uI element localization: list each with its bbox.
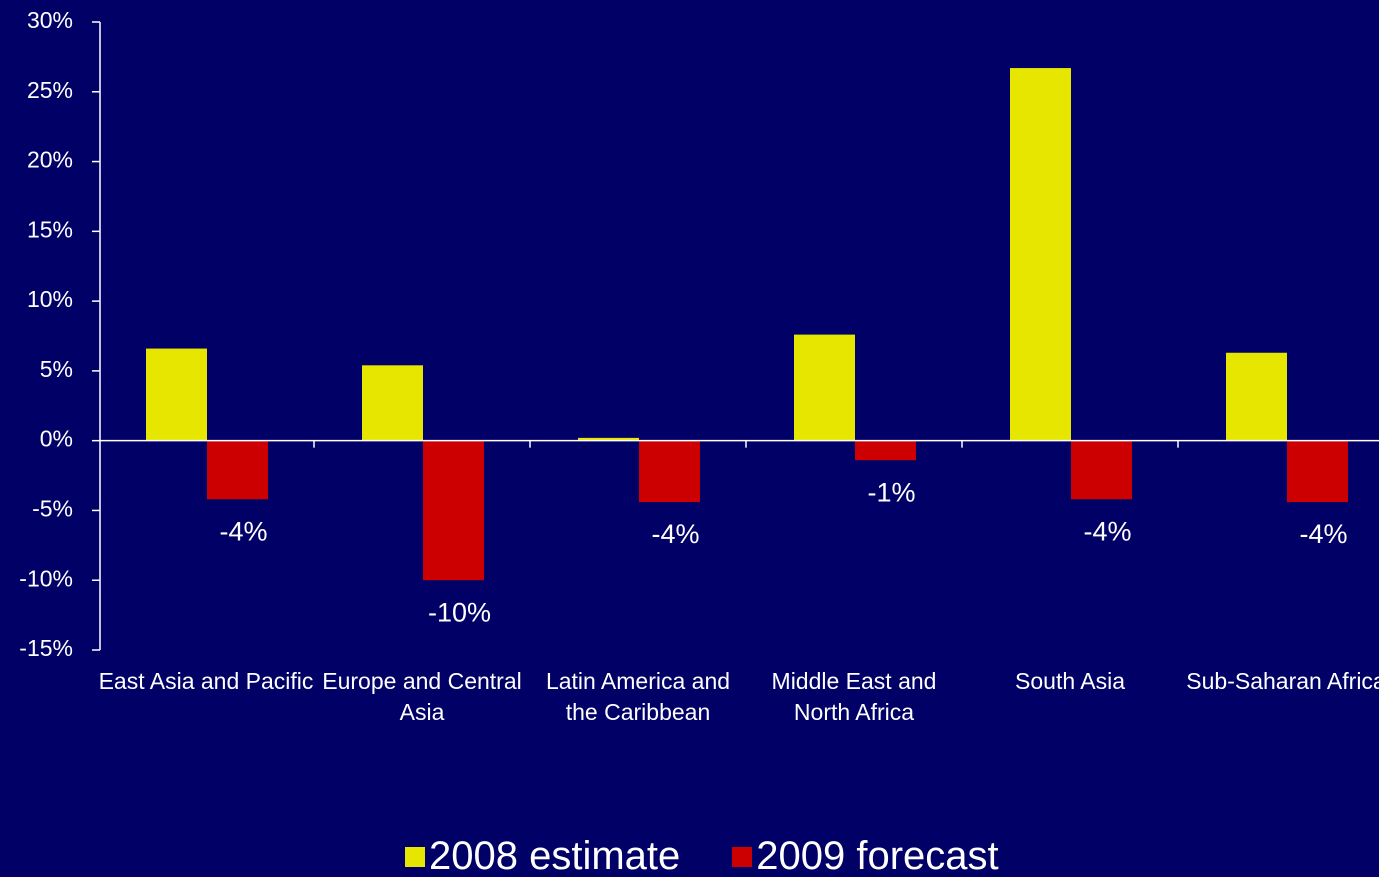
x-tick-label: Middle East and North Africa [771, 668, 937, 725]
y-tick-label: 25% [27, 77, 73, 103]
bar [146, 348, 207, 441]
value-label: -10% [428, 597, 491, 627]
bar [362, 365, 423, 441]
bar [423, 440, 484, 581]
y-tick-label: 10% [27, 286, 73, 312]
value-label: -4% [219, 516, 267, 546]
y-tick-label: -15% [19, 635, 73, 661]
x-tick-label: South Asia [1015, 668, 1125, 694]
y-tick-label: 0% [40, 426, 73, 452]
x-tick-label: East Asia and Pacific [98, 668, 314, 694]
legend-item: 2008 estimate [405, 834, 680, 877]
bar [794, 334, 855, 441]
legend-swatch [405, 846, 425, 867]
y-tick-label: 5% [40, 356, 73, 382]
legend-item: 2009 forecast [732, 834, 999, 877]
y-tick-label: 30% [27, 7, 73, 33]
legend-label: 2008 estimate [429, 834, 681, 877]
x-tick-label: Europe and Central Asia [322, 668, 522, 725]
bar [639, 440, 700, 503]
value-label: -4% [1299, 519, 1347, 549]
y-tick-label: 15% [27, 216, 73, 242]
bar [1071, 440, 1132, 500]
bar [1226, 352, 1287, 441]
value-label: -1% [867, 477, 915, 507]
x-tick-label: Sub-Saharan Africa [1186, 668, 1379, 694]
x-tick-label: Latin America and the Caribbean [545, 668, 731, 725]
legend-swatch [732, 846, 753, 867]
value-label: -4% [1083, 516, 1131, 546]
legend-label: 2009 forecast [756, 834, 999, 877]
y-tick-label: -10% [19, 565, 73, 591]
value-label: -4% [651, 519, 699, 549]
bar [578, 437, 639, 441]
y-tick-label: 20% [27, 147, 73, 173]
legend: 2008 estimate 2009 forecast [405, 834, 999, 877]
bar [1287, 440, 1348, 503]
y-tick-label: -5% [32, 496, 73, 522]
bar [207, 440, 268, 500]
bar [1010, 68, 1071, 441]
bar [855, 440, 916, 461]
